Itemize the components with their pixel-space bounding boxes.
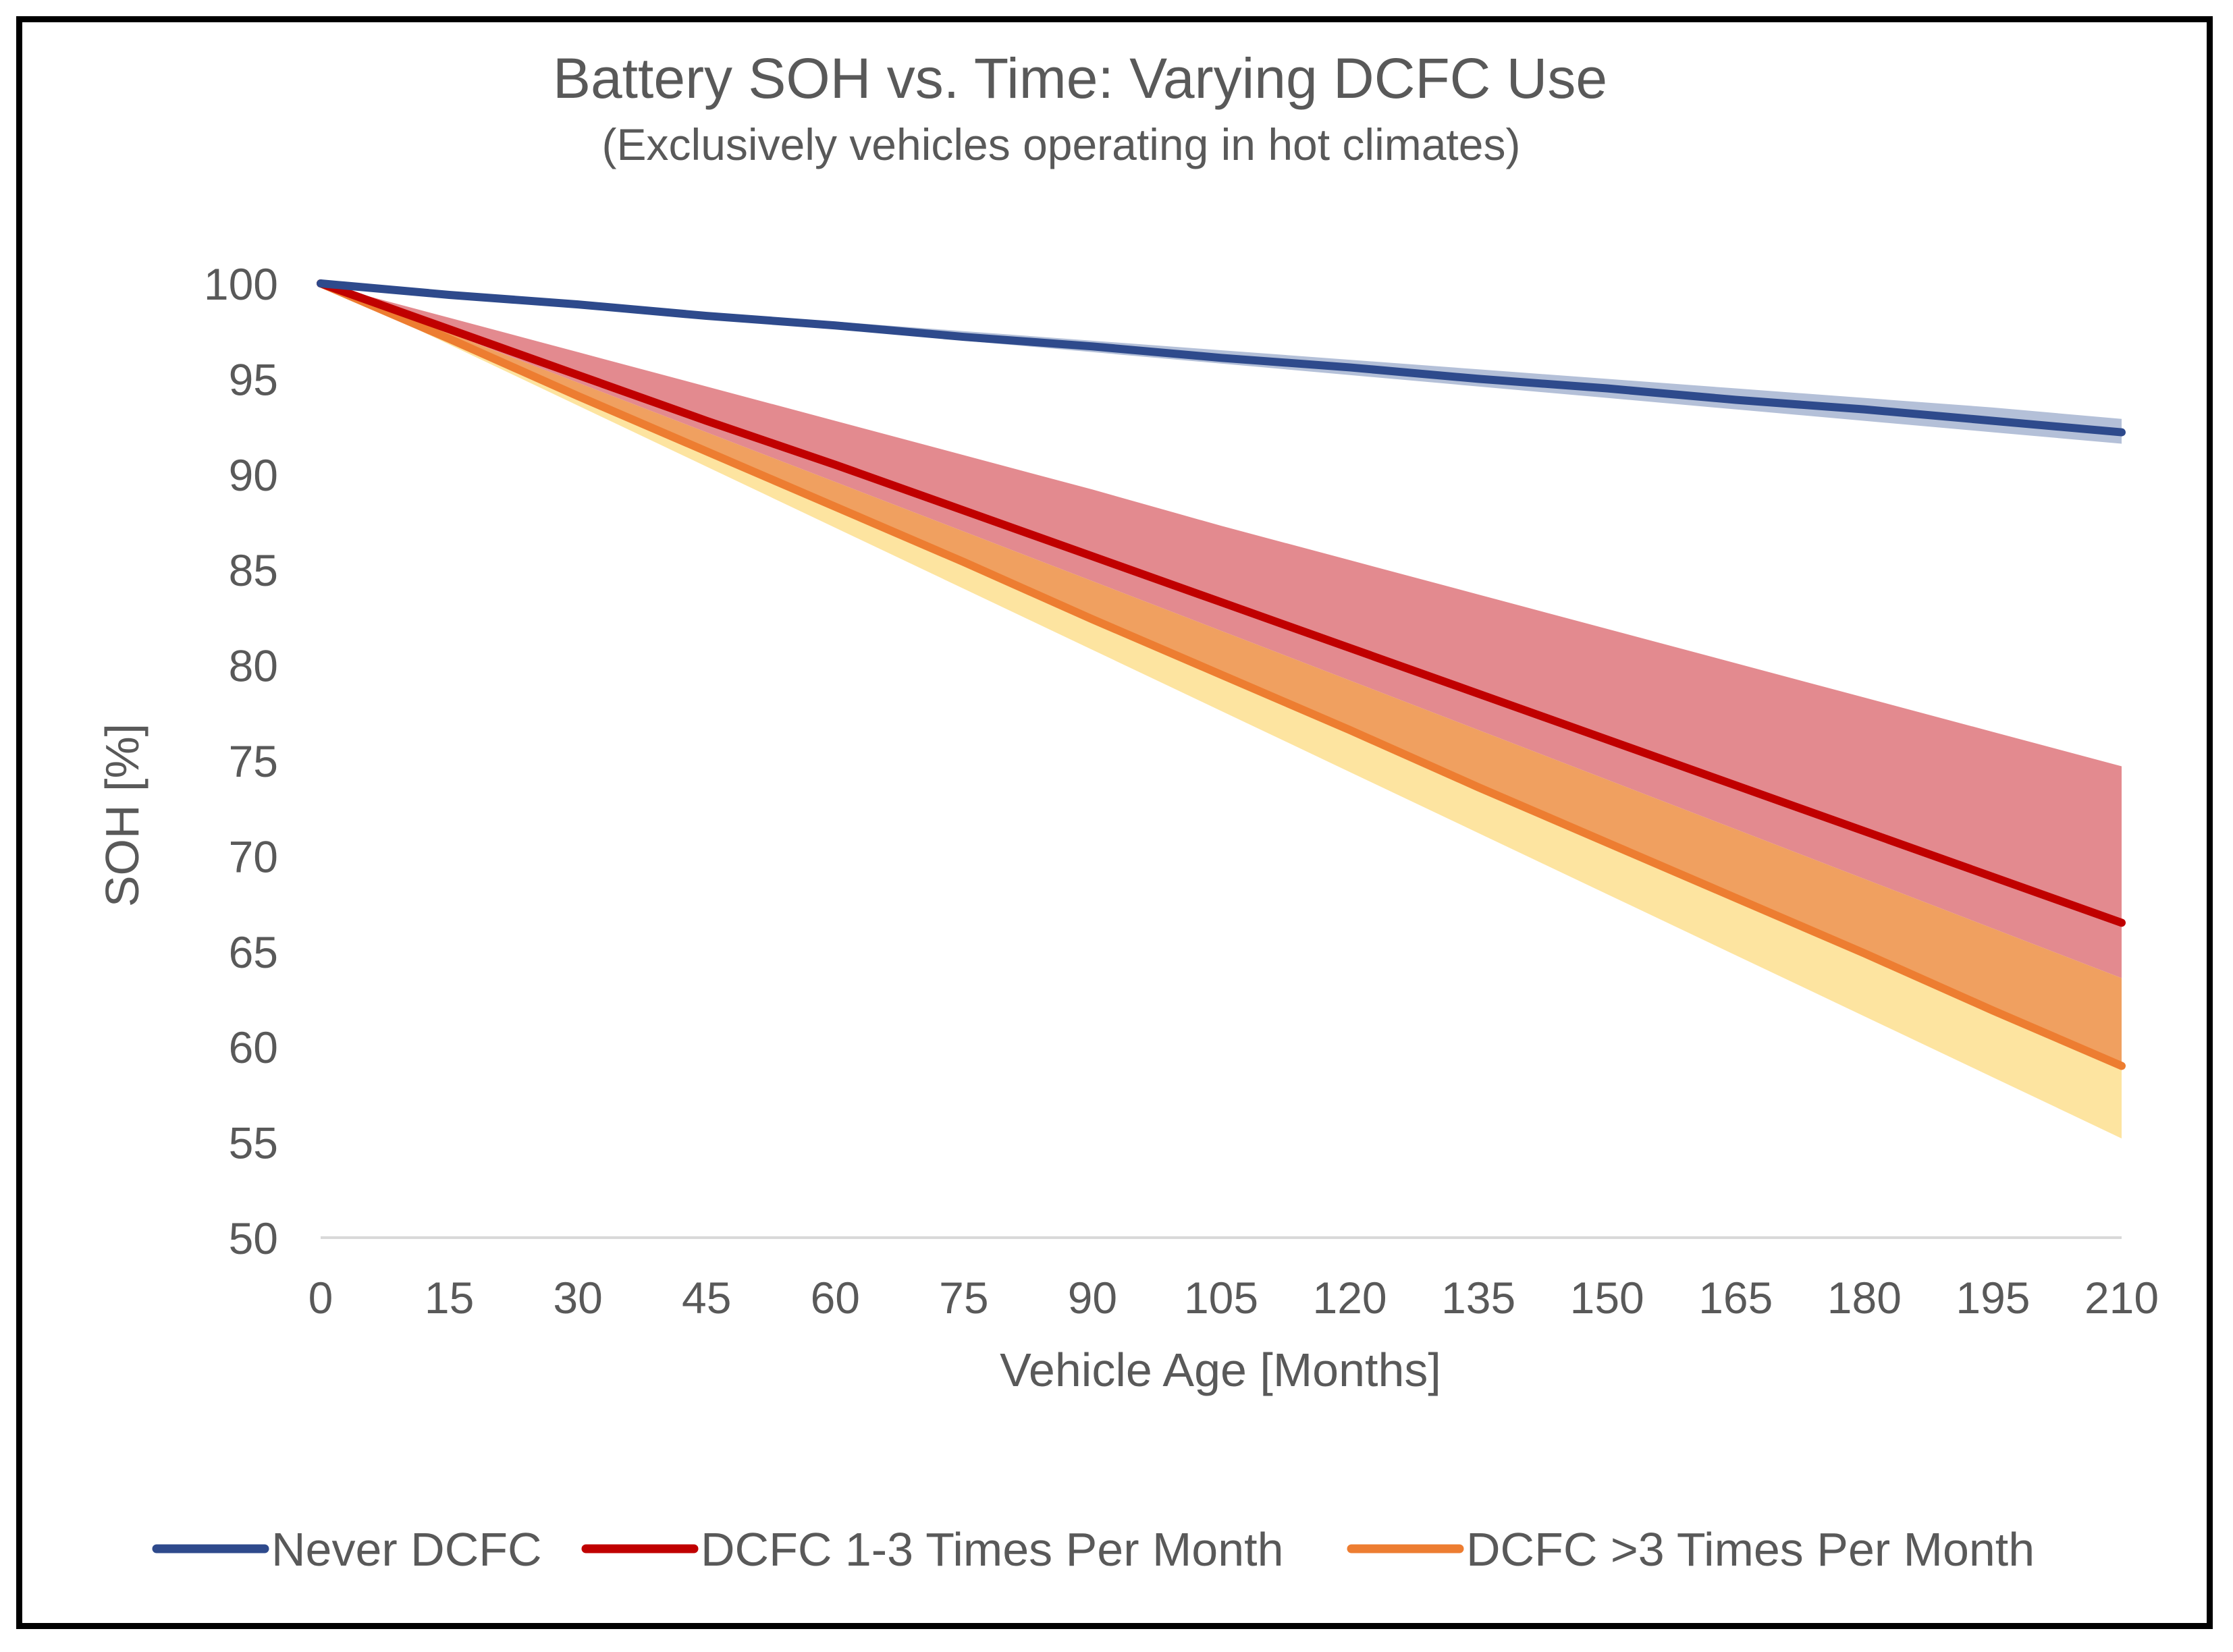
x-tick-label: 60 [811,1273,860,1323]
y-tick-label: 65 [229,927,278,977]
y-tick-labels: 50 55 60 65 70 75 80 85 90 95 100 [204,259,278,1263]
legend-label: DCFC >3 Times Per Month [1466,1523,2035,1576]
series-line-dcfc-1-3-times-per-month [317,279,2126,927]
series-line-dcfc-3-times-per-month [317,279,2126,1070]
y-axis-label: SOH [%] [96,723,149,907]
x-tick-label: 30 [553,1273,602,1323]
y-tick-label: 70 [229,831,278,881]
x-tick-label: 75 [939,1273,988,1323]
legend-item-dcfc-1-3-times-per-month: DCFC 1-3 Times Per Month [581,1523,1284,1576]
y-tick-label: 55 [229,1118,278,1168]
y-tick-label: 50 [229,1213,278,1263]
y-tick-label: 95 [229,354,278,404]
series-line-never-dcfc [317,279,2126,437]
x-tick-label: 135 [1441,1273,1515,1323]
legend-item-never-dcfc: Never DCFC [152,1523,542,1576]
x-tick-label: 0 [308,1273,333,1323]
band-dcfc-3-times-per-month-lower [321,283,2122,1138]
x-tick-label: 120 [1313,1273,1387,1323]
legend-item-dcfc-3-times-per-month: DCFC >3 Times Per Month [1347,1523,2035,1576]
x-tick-label: 90 [1068,1273,1117,1323]
y-tick-label: 85 [229,545,278,595]
y-tick-label: 60 [229,1022,278,1072]
chart-title: Battery SOH vs. Time: Varying DCFC Use [553,47,1607,110]
y-tick-label: 90 [229,450,278,500]
chart-subtitle: (Exclusively vehicles operating in hot c… [602,119,1521,169]
x-tick-label: 105 [1184,1273,1258,1323]
x-axis-label: Vehicle Age [Months] [1000,1344,1441,1396]
series-lines [317,279,2126,1070]
x-tick-label: 210 [2084,1273,2159,1323]
y-tick-label: 80 [229,641,278,691]
x-tick-labels: 0 15 30 45 60 75 90 105 120 135 150 165 180 195 210 [308,1273,2159,1323]
x-tick-label: 195 [1956,1273,2030,1323]
x-tick-label: 45 [682,1273,731,1323]
x-tick-label: 180 [1827,1273,1902,1323]
legend: Never DCFC DCFC 1-3 Times Per Month DCFC >… [152,1523,2035,1576]
y-tick-label: 75 [229,736,278,786]
x-tick-label: 15 [425,1273,474,1323]
x-tick-label: 150 [1570,1273,1644,1323]
x-tick-label: 165 [1698,1273,1773,1323]
legend-label: DCFC 1-3 Times Per Month [701,1523,1284,1576]
y-tick-label: 100 [204,259,278,309]
legend-label: Never DCFC [271,1523,542,1576]
